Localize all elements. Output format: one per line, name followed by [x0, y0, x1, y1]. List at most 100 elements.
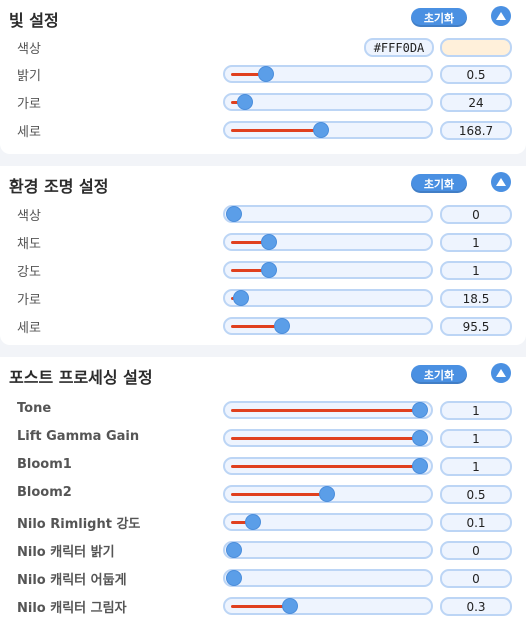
- post-tone-slider[interactable]: [223, 401, 433, 419]
- post-nilo-shadow-row: Nilo 캐릭터 그림자 0.3: [0, 595, 526, 617]
- light-color-swatch[interactable]: [440, 38, 512, 57]
- post-processing-panel: 포스트 프로세싱 설정 초기화 Tone 1 Lift Gamma Gain 1…: [0, 357, 526, 626]
- post-lift-gamma-gain-label: Lift Gamma Gain: [17, 429, 140, 444]
- post-nilo-rimlight-slider[interactable]: [223, 513, 433, 531]
- post-nilo-brightness-label: Nilo 캐릭터 밝기: [17, 545, 115, 560]
- ambient-light-panel: 환경 조명 설정 초기화 색상 0 채도 1 강도 1 가로: [0, 166, 526, 345]
- post-lift-gamma-gain-slider[interactable]: [223, 429, 433, 447]
- light-horizontal-row: 가로 24: [0, 91, 526, 113]
- post-nilo-darken-row: Nilo 캐릭터 어둡게 0: [0, 567, 526, 589]
- ambient-intensity-row: 강도 1: [0, 259, 526, 281]
- ambient-saturation-value[interactable]: 1: [440, 233, 512, 252]
- post-bloom1-row: Bloom1 1: [0, 455, 526, 477]
- post-tone-row: Tone 1: [0, 399, 526, 421]
- post-collapse-button[interactable]: [491, 363, 511, 383]
- light-settings-header: 빛 설정 초기화: [0, 0, 526, 36]
- slider-thumb[interactable]: [412, 430, 428, 446]
- ambient-vertical-value[interactable]: 95.5: [440, 317, 512, 336]
- light-color-row: 색상 #FFF0DA: [0, 36, 526, 58]
- ambient-horizontal-row: 가로 18.5: [0, 287, 526, 309]
- slider-thumb[interactable]: [412, 402, 428, 418]
- post-bloom1-slider[interactable]: [223, 457, 433, 475]
- slider-thumb[interactable]: [237, 94, 253, 110]
- ambient-hue-row: 색상 0: [0, 203, 526, 225]
- ambient-hue-value[interactable]: 0: [440, 205, 512, 224]
- post-bloom2-value[interactable]: 0.5: [440, 485, 512, 504]
- post-processing-title: 포스트 프로세싱 설정: [9, 368, 153, 387]
- light-color-hex-input[interactable]: #FFF0DA: [364, 38, 434, 57]
- light-reset-button[interactable]: 초기화: [411, 8, 467, 27]
- ambient-vertical-label: 세로: [17, 321, 41, 336]
- ambient-intensity-slider[interactable]: [223, 261, 433, 279]
- post-nilo-shadow-slider[interactable]: [223, 597, 433, 615]
- slider-fill: [231, 409, 420, 412]
- slider-fill: [231, 493, 327, 496]
- ambient-saturation-row: 채도 1: [0, 231, 526, 253]
- post-tone-value[interactable]: 1: [440, 401, 512, 420]
- chevron-up-icon: [496, 178, 506, 186]
- light-color-label: 색상: [17, 42, 41, 57]
- post-lift-gamma-gain-value[interactable]: 1: [440, 429, 512, 448]
- light-horizontal-slider[interactable]: [223, 93, 433, 111]
- ambient-vertical-slider[interactable]: [223, 317, 433, 335]
- post-reset-button[interactable]: 초기화: [411, 365, 467, 384]
- light-collapse-button[interactable]: [491, 6, 511, 26]
- post-nilo-brightness-row: Nilo 캐릭터 밝기 0: [0, 539, 526, 561]
- slider-thumb[interactable]: [258, 66, 274, 82]
- light-settings-title: 빛 설정: [9, 11, 59, 30]
- post-nilo-darken-slider[interactable]: [223, 569, 433, 587]
- slider-thumb[interactable]: [226, 206, 242, 222]
- ambient-collapse-button[interactable]: [491, 172, 511, 192]
- post-bloom1-value[interactable]: 1: [440, 457, 512, 476]
- post-lift-gamma-gain-row: Lift Gamma Gain 1: [0, 427, 526, 449]
- slider-fill: [231, 269, 269, 272]
- chevron-up-icon: [496, 12, 506, 20]
- slider-thumb[interactable]: [233, 290, 249, 306]
- light-horizontal-label: 가로: [17, 97, 41, 112]
- light-brightness-label: 밝기: [17, 69, 41, 84]
- ambient-saturation-label: 채도: [17, 237, 41, 252]
- slider-thumb[interactable]: [319, 486, 335, 502]
- post-bloom1-label: Bloom1: [17, 457, 72, 472]
- slider-thumb[interactable]: [282, 598, 298, 614]
- post-nilo-darken-label: Nilo 캐릭터 어둡게: [17, 573, 127, 588]
- post-bloom2-label: Bloom2: [17, 485, 72, 500]
- slider-thumb[interactable]: [274, 318, 290, 334]
- ambient-hue-slider[interactable]: [223, 205, 433, 223]
- ambient-reset-button[interactable]: 초기화: [411, 174, 467, 193]
- slider-fill: [231, 73, 266, 76]
- post-nilo-brightness-value[interactable]: 0: [440, 541, 512, 560]
- ambient-saturation-slider[interactable]: [223, 233, 433, 251]
- slider-thumb[interactable]: [261, 262, 277, 278]
- ambient-horizontal-label: 가로: [17, 293, 41, 308]
- post-nilo-shadow-value[interactable]: 0.3: [440, 597, 512, 616]
- post-nilo-rimlight-value[interactable]: 0.1: [440, 513, 512, 532]
- slider-thumb[interactable]: [261, 234, 277, 250]
- slider-fill: [231, 241, 269, 244]
- light-brightness-value[interactable]: 0.5: [440, 65, 512, 84]
- post-nilo-rimlight-row: Nilo Rimlight 강도 0.1: [0, 511, 526, 533]
- slider-thumb[interactable]: [245, 514, 261, 530]
- light-vertical-value[interactable]: 168.7: [440, 121, 512, 140]
- light-brightness-slider[interactable]: [223, 65, 433, 83]
- light-brightness-row: 밝기 0.5: [0, 63, 526, 85]
- slider-fill: [231, 437, 420, 440]
- ambient-horizontal-slider[interactable]: [223, 289, 433, 307]
- ambient-intensity-value[interactable]: 1: [440, 261, 512, 280]
- light-settings-panel: 빛 설정 초기화 색상 #FFF0DA 밝기 0.5 가로 24 세로 168.…: [0, 0, 526, 154]
- slider-thumb[interactable]: [412, 458, 428, 474]
- post-nilo-darken-value[interactable]: 0: [440, 569, 512, 588]
- slider-thumb[interactable]: [313, 122, 329, 138]
- post-tone-label: Tone: [17, 401, 52, 416]
- post-bloom2-slider[interactable]: [223, 485, 433, 503]
- ambient-light-title: 환경 조명 설정: [9, 177, 109, 196]
- light-horizontal-value[interactable]: 24: [440, 93, 512, 112]
- ambient-intensity-label: 강도: [17, 265, 41, 280]
- chevron-up-icon: [496, 369, 506, 377]
- post-nilo-brightness-slider[interactable]: [223, 541, 433, 559]
- ambient-light-header: 환경 조명 설정 초기화: [0, 166, 526, 202]
- light-vertical-slider[interactable]: [223, 121, 433, 139]
- slider-thumb[interactable]: [226, 542, 242, 558]
- ambient-horizontal-value[interactable]: 18.5: [440, 289, 512, 308]
- slider-thumb[interactable]: [226, 570, 242, 586]
